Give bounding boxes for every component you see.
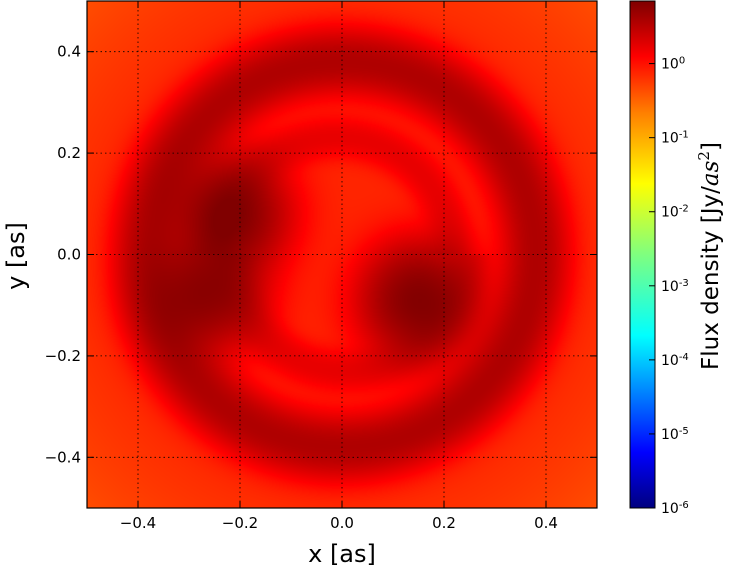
y-tick-label: −0.4 — [45, 448, 81, 466]
colorbar-tick-label: 10-1 — [661, 129, 689, 147]
x-tick-label: −0.4 — [120, 514, 156, 532]
y-tick-label: −0.2 — [45, 347, 81, 365]
y-tick-label: 0.0 — [57, 246, 81, 264]
colorbar-tick-label: 100 — [661, 55, 685, 73]
grid-lines — [87, 1, 597, 508]
colorbar-tick-label: 10-6 — [661, 500, 689, 518]
colorbar-label-suffix: ] — [698, 142, 724, 151]
colorbar-label-math: as — [698, 160, 724, 186]
colorbar-gradient — [629, 0, 656, 509]
colorbar-tick-label: 10-5 — [661, 425, 689, 443]
colorbar-label: Flux density [Jy/as2] — [695, 142, 724, 370]
x-axis-ticks: −0.4 −0.2 0.0 0.2 0.4 — [120, 1, 558, 532]
x-tick-label: 0.2 — [432, 514, 456, 532]
x-tick-label: 0.0 — [330, 514, 354, 532]
colorbar-tick-label: 10-4 — [661, 351, 689, 369]
colorbar-tick-label: 10-3 — [661, 277, 689, 295]
x-tick-label: −0.2 — [222, 514, 258, 532]
colorbar-ticks: 10-6 10-5 10-4 10-3 10-2 10-1 100 — [649, 55, 689, 517]
colorbar-tick-label: 10-2 — [661, 203, 689, 221]
colorbar-label-exponent: 2 — [695, 151, 713, 161]
x-tick-label: 0.4 — [534, 514, 558, 532]
y-tick-label: 0.2 — [57, 144, 81, 162]
y-axis-label: y [as] — [2, 222, 30, 290]
y-axis-ticks: −0.4 −0.2 0.0 0.2 0.4 — [45, 43, 597, 466]
x-axis-label: x [as] — [308, 540, 376, 566]
colorbar: 10-6 10-5 10-4 10-3 10-2 10-1 100 Flux density… — [629, 0, 724, 517]
colorbar-label-prefix: Flux density [Jy/ — [698, 186, 724, 370]
y-tick-label: 0.4 — [57, 43, 81, 61]
